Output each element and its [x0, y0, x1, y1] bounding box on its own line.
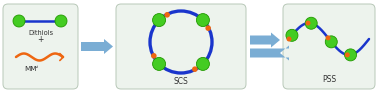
Text: MM: MM — [24, 66, 37, 72]
Circle shape — [305, 17, 317, 29]
Circle shape — [197, 57, 209, 70]
Circle shape — [151, 12, 211, 72]
Circle shape — [55, 15, 67, 27]
Text: SCS: SCS — [174, 77, 188, 86]
Polygon shape — [81, 39, 113, 54]
Text: vi: vi — [35, 65, 39, 69]
Circle shape — [325, 35, 331, 40]
Circle shape — [344, 49, 356, 61]
Circle shape — [153, 14, 166, 27]
Circle shape — [151, 53, 156, 59]
Text: +: + — [37, 36, 44, 44]
FancyBboxPatch shape — [116, 4, 246, 89]
Circle shape — [305, 21, 310, 26]
Circle shape — [153, 57, 166, 70]
Text: PSS: PSS — [322, 74, 336, 84]
Circle shape — [164, 12, 170, 18]
Circle shape — [287, 36, 291, 41]
Polygon shape — [250, 45, 289, 61]
Polygon shape — [250, 32, 280, 48]
Circle shape — [345, 52, 350, 57]
Circle shape — [325, 36, 337, 48]
Circle shape — [192, 66, 198, 72]
FancyBboxPatch shape — [283, 4, 375, 89]
Circle shape — [13, 15, 25, 27]
Circle shape — [197, 14, 209, 27]
Text: Dithiols: Dithiols — [28, 30, 53, 36]
Circle shape — [286, 29, 298, 41]
Circle shape — [205, 25, 211, 31]
FancyBboxPatch shape — [3, 4, 78, 89]
